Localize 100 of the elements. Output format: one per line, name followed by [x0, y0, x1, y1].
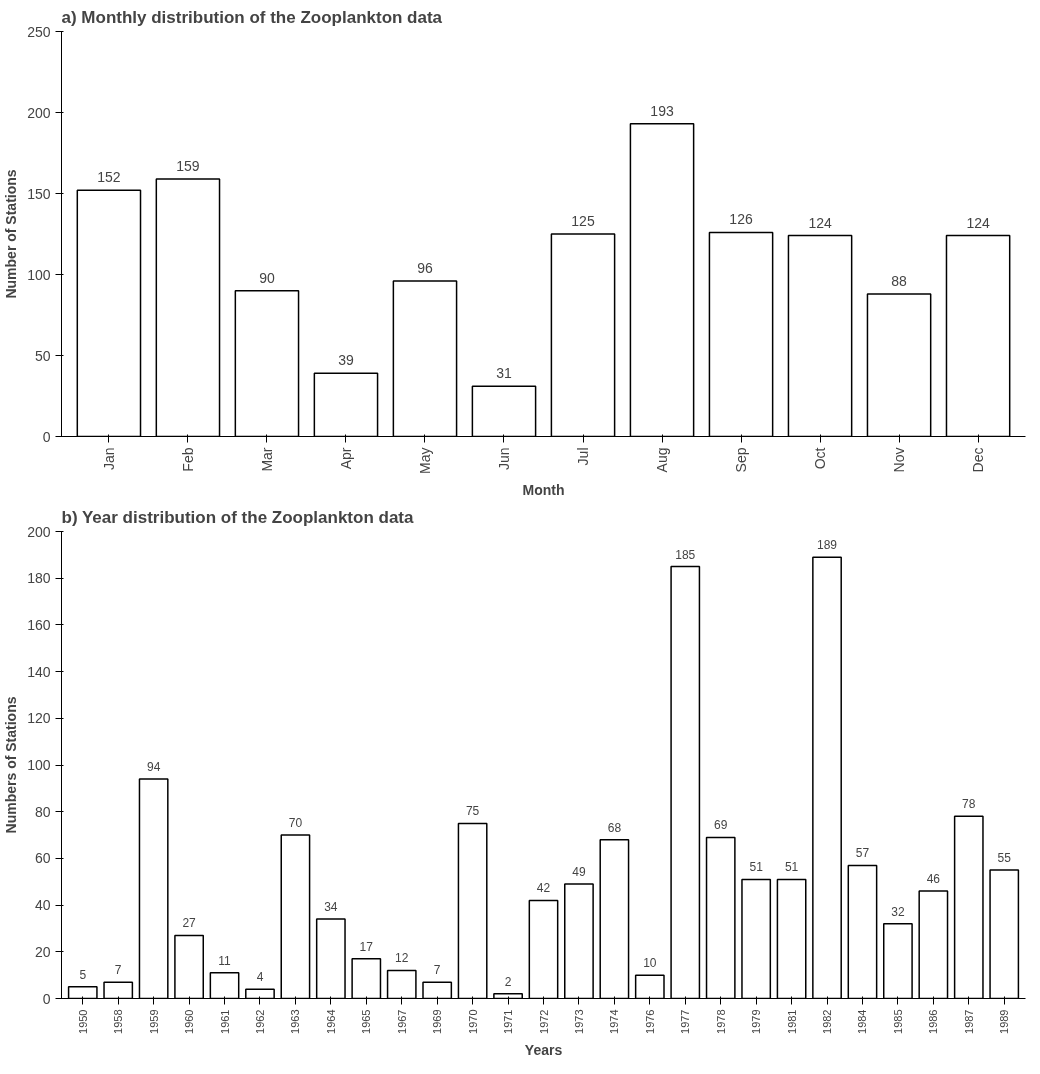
data-label: 7 — [114, 963, 122, 978]
data-label: 39 — [338, 352, 354, 369]
data-label: 10 — [643, 956, 657, 971]
y-tick-label: 120 — [27, 710, 51, 727]
x-tick-label: Jan — [100, 447, 117, 471]
x-tick-label: Nov — [891, 447, 908, 473]
data-label: 124 — [966, 214, 990, 231]
data-label: 126 — [729, 211, 753, 228]
x-tick-label: 1960 — [183, 1009, 196, 1034]
y-tick-label: 160 — [27, 616, 51, 633]
data-label: 31 — [496, 365, 512, 382]
x-tick-label: 1987 — [962, 1009, 975, 1034]
data-label: 94 — [146, 760, 161, 775]
data-label: 124 — [808, 214, 832, 231]
data-label: 4 — [256, 970, 264, 985]
x-tick-label: Mar — [258, 447, 275, 472]
x-tick-label: 1967 — [395, 1009, 408, 1034]
data-label: 88 — [891, 272, 908, 289]
x-tick-label: Oct — [812, 447, 829, 470]
x-axis-title: Month — [522, 481, 565, 498]
x-tick-label: Feb — [179, 447, 196, 472]
data-label: 159 — [176, 157, 200, 174]
data-label: 51 — [784, 860, 799, 875]
y-tick-label: 150 — [27, 185, 51, 202]
data-label: 5 — [79, 967, 87, 982]
data-label: 11 — [218, 953, 232, 968]
data-label: 185 — [675, 547, 696, 562]
x-tick-label: 1981 — [785, 1009, 798, 1034]
y-tick-label: 60 — [34, 850, 51, 867]
data-label: 49 — [572, 865, 586, 880]
chart-title: b) Year distribution of the Zooplankton data — [61, 507, 415, 527]
data-label: 189 — [817, 538, 838, 553]
x-tick-label: 1970 — [466, 1009, 479, 1034]
x-tick-label: Apr — [337, 447, 354, 470]
x-tick-label: 1973 — [572, 1009, 585, 1034]
x-tick-label: May — [416, 447, 433, 474]
x-tick-label: 1965 — [360, 1009, 373, 1034]
y-tick-label: 20 — [34, 943, 51, 960]
y-tick-label: 0 — [42, 428, 51, 445]
x-tick-label: 1964 — [324, 1009, 337, 1034]
y-tick-label: 50 — [34, 347, 51, 364]
x-tick-label: 1976 — [643, 1009, 656, 1034]
x-tick-label: 1979 — [750, 1009, 763, 1034]
data-label: 51 — [749, 860, 764, 875]
data-label: 34 — [324, 900, 338, 915]
x-tick-label: 1958 — [112, 1009, 125, 1034]
x-tick-label: Jul — [575, 447, 592, 466]
y-tick-label: 200 — [27, 523, 51, 540]
data-label: 42 — [536, 881, 551, 896]
data-label: 75 — [465, 804, 480, 819]
data-label: 90 — [259, 269, 275, 286]
x-tick-label: Dec — [970, 447, 987, 473]
y-axis-title: Numbers of Stations — [3, 696, 20, 834]
data-label: 78 — [962, 797, 976, 812]
x-tick-label: 1950 — [76, 1009, 89, 1034]
data-label: 2 — [504, 974, 512, 989]
x-tick-label: 1972 — [537, 1009, 550, 1034]
x-tick-label: 1963 — [289, 1009, 302, 1034]
data-label: 70 — [288, 816, 303, 831]
y-tick-label: 80 — [34, 803, 51, 820]
data-label: 17 — [359, 939, 374, 954]
x-tick-label: 1962 — [253, 1009, 266, 1034]
x-tick-label: 1989 — [998, 1009, 1011, 1034]
data-label: 7 — [433, 963, 441, 978]
data-label: 55 — [997, 851, 1012, 866]
y-tick-label: 100 — [27, 757, 51, 773]
data-label: 69 — [714, 818, 728, 833]
data-label: 193 — [650, 102, 674, 119]
x-tick-label: 1971 — [502, 1009, 515, 1034]
x-tick-label: 1959 — [147, 1009, 160, 1034]
y-tick-label: 40 — [34, 897, 51, 914]
x-tick-label: Jun — [495, 447, 512, 471]
y-tick-label: 140 — [27, 663, 51, 680]
data-label: 27 — [182, 916, 197, 931]
y-tick-label: 100 — [27, 266, 51, 283]
x-tick-label: 1969 — [431, 1009, 444, 1034]
y-tick-label: 250 — [27, 23, 51, 40]
x-tick-label: Aug — [654, 447, 671, 473]
chart-title: a) Monthly distribution of the Zooplankton data — [61, 7, 443, 27]
y-tick-label: 200 — [27, 104, 51, 121]
x-tick-label: 1982 — [821, 1009, 834, 1034]
x-axis-title: Years — [524, 1041, 563, 1058]
data-label: 12 — [395, 951, 409, 966]
data-label: 152 — [97, 169, 121, 186]
data-label: 32 — [891, 904, 905, 919]
x-tick-label: 1974 — [608, 1009, 621, 1034]
x-tick-label: 1986 — [927, 1009, 940, 1034]
data-label: 46 — [926, 872, 941, 887]
y-tick-label: 0 — [42, 990, 51, 1007]
x-tick-label: 1978 — [714, 1009, 727, 1034]
y-tick-label: 180 — [27, 570, 51, 587]
data-label: 57 — [855, 846, 870, 861]
x-tick-label: 1977 — [679, 1009, 692, 1034]
x-tick-label: 1985 — [891, 1009, 904, 1034]
x-tick-label: 1961 — [218, 1009, 231, 1034]
data-label: 125 — [571, 213, 595, 229]
y-axis-title: Number of Stations — [3, 169, 20, 299]
x-tick-label: 1984 — [856, 1009, 869, 1034]
x-tick-label: Sep — [733, 447, 750, 473]
data-label: 68 — [607, 820, 622, 835]
